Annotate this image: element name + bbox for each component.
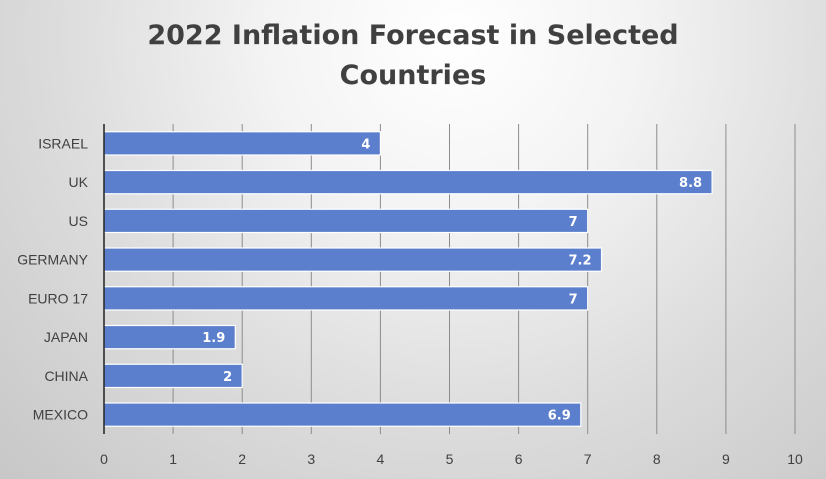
bar <box>103 286 589 311</box>
bar <box>103 169 713 195</box>
bar <box>103 131 381 156</box>
bar <box>103 402 582 427</box>
data-label: 1.9 <box>202 331 225 346</box>
category-label: US <box>69 213 88 229</box>
data-label: 7 <box>569 292 578 307</box>
chart-title: 2022 Inflation Forecast in Selected Coun… <box>0 16 826 96</box>
category-label: JAPAN <box>44 329 88 345</box>
data-label: 2 <box>223 370 232 385</box>
data-label: 7.2 <box>568 254 591 269</box>
bar <box>103 363 243 389</box>
bar <box>103 247 603 272</box>
x-tick-label: 4 <box>377 451 385 467</box>
x-tick-label: 6 <box>515 451 523 467</box>
x-tick-label: 8 <box>653 451 661 467</box>
bar <box>103 208 589 234</box>
category-label: CHINA <box>44 368 88 384</box>
x-tick-label: 5 <box>446 451 454 467</box>
data-label: 7 <box>569 215 578 230</box>
data-label: 8.8 <box>679 176 702 191</box>
x-tick-label: 7 <box>584 451 592 467</box>
x-tick-label: 1 <box>169 451 177 467</box>
x-tick-label: 9 <box>722 451 730 467</box>
x-tick-label: 10 <box>787 451 803 467</box>
x-tick-label: 0 <box>100 451 108 467</box>
data-label: 6.9 <box>548 409 571 424</box>
category-label: ISRAEL <box>38 135 88 151</box>
data-label: 4 <box>361 137 370 152</box>
category-label: MEXICO <box>33 407 88 423</box>
x-tick-label: 2 <box>238 451 246 467</box>
category-label: GERMANY <box>17 252 88 268</box>
category-label: UK <box>69 174 89 190</box>
x-tick-label: 3 <box>307 451 315 467</box>
chart-title-line-1: 2022 Inflation Forecast in Selected <box>147 20 679 51</box>
category-label: EURO 17 <box>28 290 88 306</box>
chart-title-line-2: Countries <box>339 60 487 91</box>
